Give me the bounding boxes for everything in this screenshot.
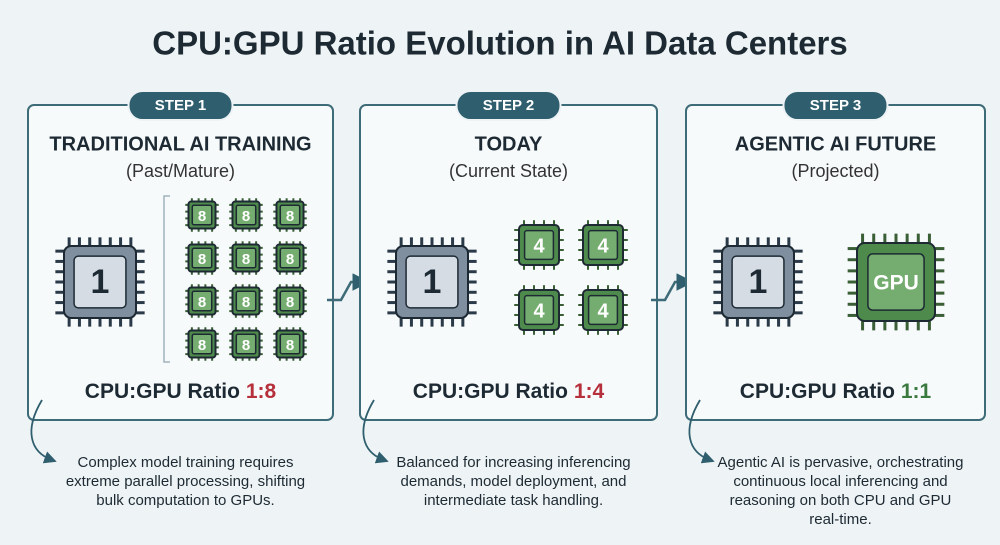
cpu-chip-core [73, 255, 127, 309]
gpu-chip-core [279, 204, 301, 226]
ratio-label: CPU:GPU Ratio [413, 380, 568, 403]
step-badge-text: STEP 2 [483, 97, 534, 114]
gpu-chip-core [279, 247, 301, 269]
gpu-chip-core [191, 204, 213, 226]
ratio-text: CPU:GPU Ratio 1:8 [85, 380, 277, 403]
gpu-label: 8 [198, 294, 206, 311]
cpu-label: 1 [91, 263, 110, 301]
gpu-chip-core [191, 247, 213, 269]
ratio-text: CPU:GPU Ratio 1:1 [740, 380, 932, 403]
description-line: Balanced for increasing inferencing [396, 454, 630, 471]
description-line: Agentic AI is pervasive, orchestrating [718, 454, 964, 471]
gpu-chip-core [235, 204, 257, 226]
step-subheading: (Current State) [449, 161, 568, 181]
ratio-text: CPU:GPU Ratio 1:4 [413, 380, 605, 403]
ratio-value: 1:8 [246, 380, 277, 403]
gpu-chip-core [235, 333, 257, 355]
flow-arrow [651, 273, 694, 302]
ratio-value: 1:1 [901, 380, 932, 403]
gpu-label: 8 [198, 208, 206, 225]
gpu-chip-core [587, 294, 619, 326]
step-badge [455, 90, 562, 121]
cpu-chip-core [731, 255, 785, 309]
ratio-label: CPU:GPU Ratio [85, 380, 240, 403]
gpu-chip-core [523, 229, 555, 261]
step-badge [127, 90, 234, 121]
gpu-label: 4 [533, 300, 545, 322]
description-line: reasoning on both CPU and GPU [730, 492, 952, 509]
gpu-label: 8 [286, 294, 294, 311]
flow-arrow [327, 273, 370, 302]
gpu-label: 4 [533, 235, 545, 257]
cpu-chip-core [405, 255, 459, 309]
description-arrow [362, 399, 389, 464]
step-heading: TODAY [475, 133, 543, 155]
ratio-label: CPU:GPU Ratio [740, 380, 895, 403]
description-line: real-time. [809, 511, 872, 528]
gpu-label: 8 [198, 251, 206, 268]
gpu-chip-core [523, 294, 555, 326]
gpu-chip-core [191, 333, 213, 355]
step-badge-text: STEP 3 [810, 97, 861, 114]
description-line: demands, model deployment, and [401, 473, 627, 490]
cpu-label: 1 [423, 263, 442, 301]
gpu-label: 4 [597, 300, 609, 322]
gpu-chip-core [191, 290, 213, 312]
group-bracket [163, 195, 170, 363]
description-line: bulk computation to GPUs. [96, 492, 274, 509]
gpu-label: 8 [242, 208, 250, 225]
description-line: Complex model training requires [78, 454, 294, 471]
gpu-label: 8 [286, 208, 294, 225]
gpu-chip-core [235, 247, 257, 269]
step-heading: AGENTIC AI FUTURE [735, 133, 936, 155]
gpu-label: 8 [242, 294, 250, 311]
description-line: intermediate task handling. [424, 492, 603, 509]
content: STEP 1 TRADITIONAL AI TRAINING (Past/Matur… [27, 90, 986, 528]
description-line: continuous local inferencing and [733, 473, 947, 490]
ratio-value: 1:4 [574, 380, 605, 403]
title: CPU:GPU Ratio Evolution in AI Data Cente… [152, 25, 848, 62]
step-subheading: (Past/Mature) [126, 161, 235, 181]
gpu-label: 8 [286, 337, 294, 354]
gpu-label: 8 [286, 251, 294, 268]
gpu-chip-core [867, 253, 925, 311]
gpu-label: 4 [597, 235, 609, 257]
gpu-label: GPU [873, 272, 919, 295]
gpu-chip-core [279, 290, 301, 312]
description-arrow [688, 399, 715, 464]
gpu-chip-core [235, 290, 257, 312]
gpu-label: 8 [242, 251, 250, 268]
description-arrow [30, 399, 57, 464]
gpu-label: 8 [198, 337, 206, 354]
step-badge-text: STEP 1 [155, 97, 206, 114]
step-subheading: (Projected) [791, 161, 879, 181]
gpu-chip-core [279, 333, 301, 355]
step-badge [782, 90, 889, 121]
description-line: extreme parallel processing, shifting [66, 473, 305, 490]
gpu-chip-core [587, 229, 619, 261]
step-heading: TRADITIONAL AI TRAINING [49, 133, 311, 155]
gpu-label: 8 [242, 337, 250, 354]
cpu-label: 1 [749, 263, 768, 301]
